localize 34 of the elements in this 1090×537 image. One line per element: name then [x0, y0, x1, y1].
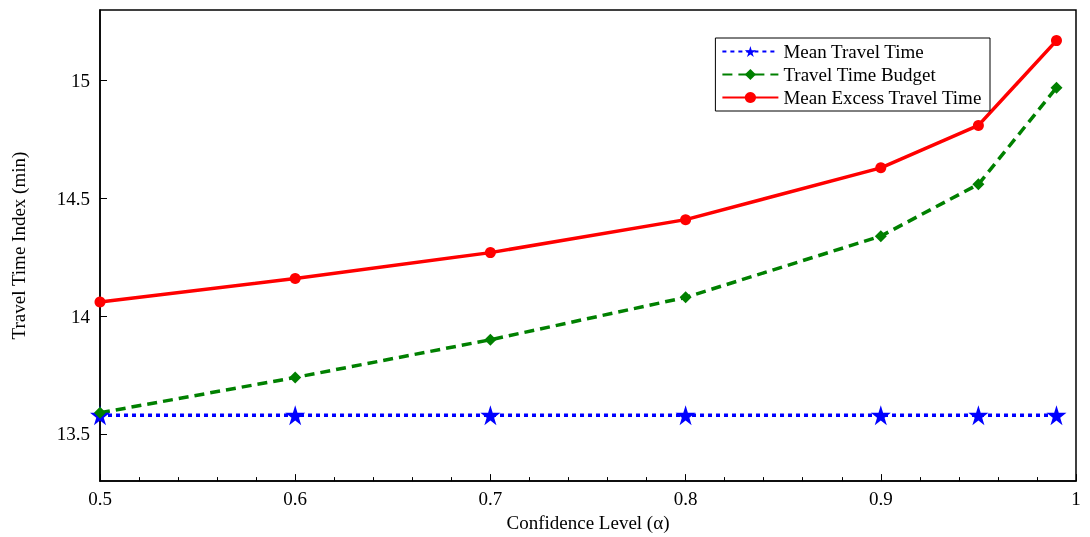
point	[1050, 81, 1063, 94]
point	[968, 405, 989, 426]
point	[680, 214, 692, 226]
point	[484, 247, 496, 259]
x-tick-label: 0.8	[673, 488, 698, 510]
x-tick-label: 0.9	[868, 488, 893, 510]
y-axis-title: Travel Time Index (min)	[8, 151, 30, 340]
y-tick-label: 14	[71, 305, 91, 327]
x-tick-label: 0.5	[88, 488, 112, 510]
x-tick-label: 0.6	[283, 488, 308, 510]
point	[289, 273, 301, 285]
x-axis-title: Confidence Level (α)	[506, 512, 670, 534]
point	[94, 296, 106, 308]
y-tick-label: 15	[71, 70, 90, 92]
point	[484, 333, 497, 346]
point	[679, 291, 692, 304]
legend-label: Travel Time Budget	[783, 64, 937, 85]
point	[480, 405, 501, 426]
point	[285, 405, 306, 426]
y-tick-label: 13.5	[56, 423, 90, 445]
point	[675, 405, 696, 426]
point	[874, 230, 887, 243]
point	[870, 405, 891, 426]
y-tick-label: 14.5	[56, 187, 90, 209]
point	[1050, 35, 1062, 47]
point	[1046, 405, 1067, 426]
point	[875, 162, 887, 174]
point	[972, 119, 984, 131]
x-tick-label: 1	[1071, 488, 1081, 510]
point	[972, 178, 985, 191]
legend-label: Mean Excess Travel Time	[783, 87, 982, 108]
x-tick-label: 0.7	[478, 488, 503, 510]
point	[289, 371, 302, 384]
legend-label: Mean Travel Time	[783, 41, 924, 62]
